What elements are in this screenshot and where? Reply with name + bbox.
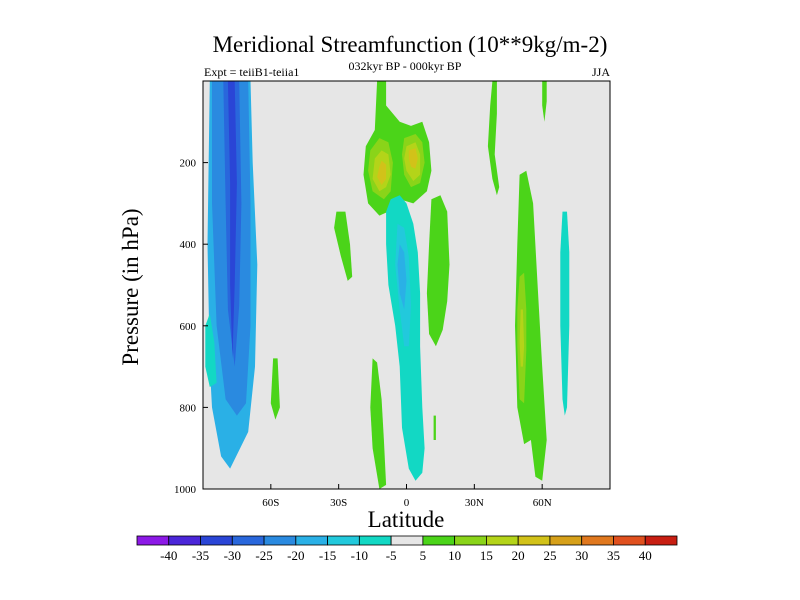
colorbar-swatch xyxy=(644,535,678,546)
x-tick-label: 60N xyxy=(533,497,552,509)
chart-title: Meridional Streamfunction (10**9kg/m-2) xyxy=(213,32,608,57)
colorbar-label: -35 xyxy=(192,548,209,563)
chart-season-label: JJA xyxy=(592,65,610,79)
y-tick-label: 400 xyxy=(180,239,197,251)
colorbar-label: 35 xyxy=(607,548,620,563)
contour-region xyxy=(377,160,387,185)
colorbar-label: -25 xyxy=(255,548,272,563)
colorbar-swatch xyxy=(263,535,297,546)
contour-region xyxy=(227,81,237,359)
contour-region xyxy=(560,211,570,416)
colorbar-label: 30 xyxy=(575,548,588,563)
x-tick-label: 30S xyxy=(330,497,347,509)
x-tick-label: 60S xyxy=(262,497,279,509)
colorbar-swatch xyxy=(517,535,551,546)
contour-region xyxy=(408,148,418,169)
colorbar-swatch xyxy=(486,535,519,546)
contour-region xyxy=(397,244,407,310)
contour-region xyxy=(515,170,547,481)
colorbar: -40 -35 -30 -25 -20 -15 -10 -5 5 10 15 20 25 30 35 40 xyxy=(136,535,678,563)
x-ticks: 60S 30S 0 30N 60N xyxy=(262,484,552,509)
x-axis-label: Latitude xyxy=(368,507,445,532)
colorbar-label: -30 xyxy=(224,548,241,563)
chart-left-label: Expt = teiiB1-teiia1 xyxy=(204,65,299,79)
colorbar-swatch xyxy=(581,535,614,546)
contour-region xyxy=(270,358,280,420)
colorbar-swatch xyxy=(454,535,487,546)
plot-area: 60S 30S 0 30N 60N 200 400 600 800 1000 xyxy=(174,80,611,509)
colorbar-swatch xyxy=(200,535,233,546)
colorbar-label: 10 xyxy=(448,548,461,563)
colorbar-swatch xyxy=(231,535,265,546)
y-tick-label: 200 xyxy=(180,158,197,170)
colorbar-swatch xyxy=(422,535,456,546)
colorbar-label: -10 xyxy=(351,548,368,563)
colorbar-swatch xyxy=(168,535,201,546)
contour-region xyxy=(433,415,436,440)
contour-region xyxy=(370,358,387,489)
colorbar-swatch xyxy=(295,535,328,546)
colorbar-label: 15 xyxy=(480,548,493,563)
colorbar-label: -40 xyxy=(160,548,177,563)
chart-subtitle: 032kyr BP - 000kyr BP xyxy=(349,59,462,73)
colorbar-label: -15 xyxy=(319,548,336,563)
y-tick-label: 600 xyxy=(180,321,197,333)
colorbar-label: 20 xyxy=(512,548,525,563)
colorbar-swatch xyxy=(327,535,360,546)
colorbar-label: 25 xyxy=(543,548,556,563)
contour-region xyxy=(426,195,450,347)
contour-region xyxy=(487,81,500,196)
colorbar-label: -20 xyxy=(287,548,304,563)
colorbar-swatch xyxy=(390,535,424,546)
colorbar-swatch xyxy=(613,535,646,546)
colorbar-swatch xyxy=(358,535,392,546)
colorbar-swatch xyxy=(136,535,170,546)
contour-region xyxy=(334,211,353,281)
colorbar-label: 5 xyxy=(420,548,427,563)
y-tick-label: 800 xyxy=(180,402,197,414)
contour-region xyxy=(519,309,525,367)
contour-region xyxy=(205,313,217,387)
y-tick-label: 1000 xyxy=(174,484,197,496)
contour-region xyxy=(542,81,547,122)
colorbar-swatch xyxy=(549,535,583,546)
y-ticks: 200 400 600 800 1000 xyxy=(174,158,208,496)
colorbar-label: 40 xyxy=(639,548,652,563)
x-tick-label: 0 xyxy=(404,497,410,509)
y-axis-label: Pressure (in hPa) xyxy=(118,208,143,365)
x-tick-label: 30N xyxy=(465,497,484,509)
contour-regions xyxy=(205,81,570,489)
colorbar-label: -5 xyxy=(386,548,397,563)
